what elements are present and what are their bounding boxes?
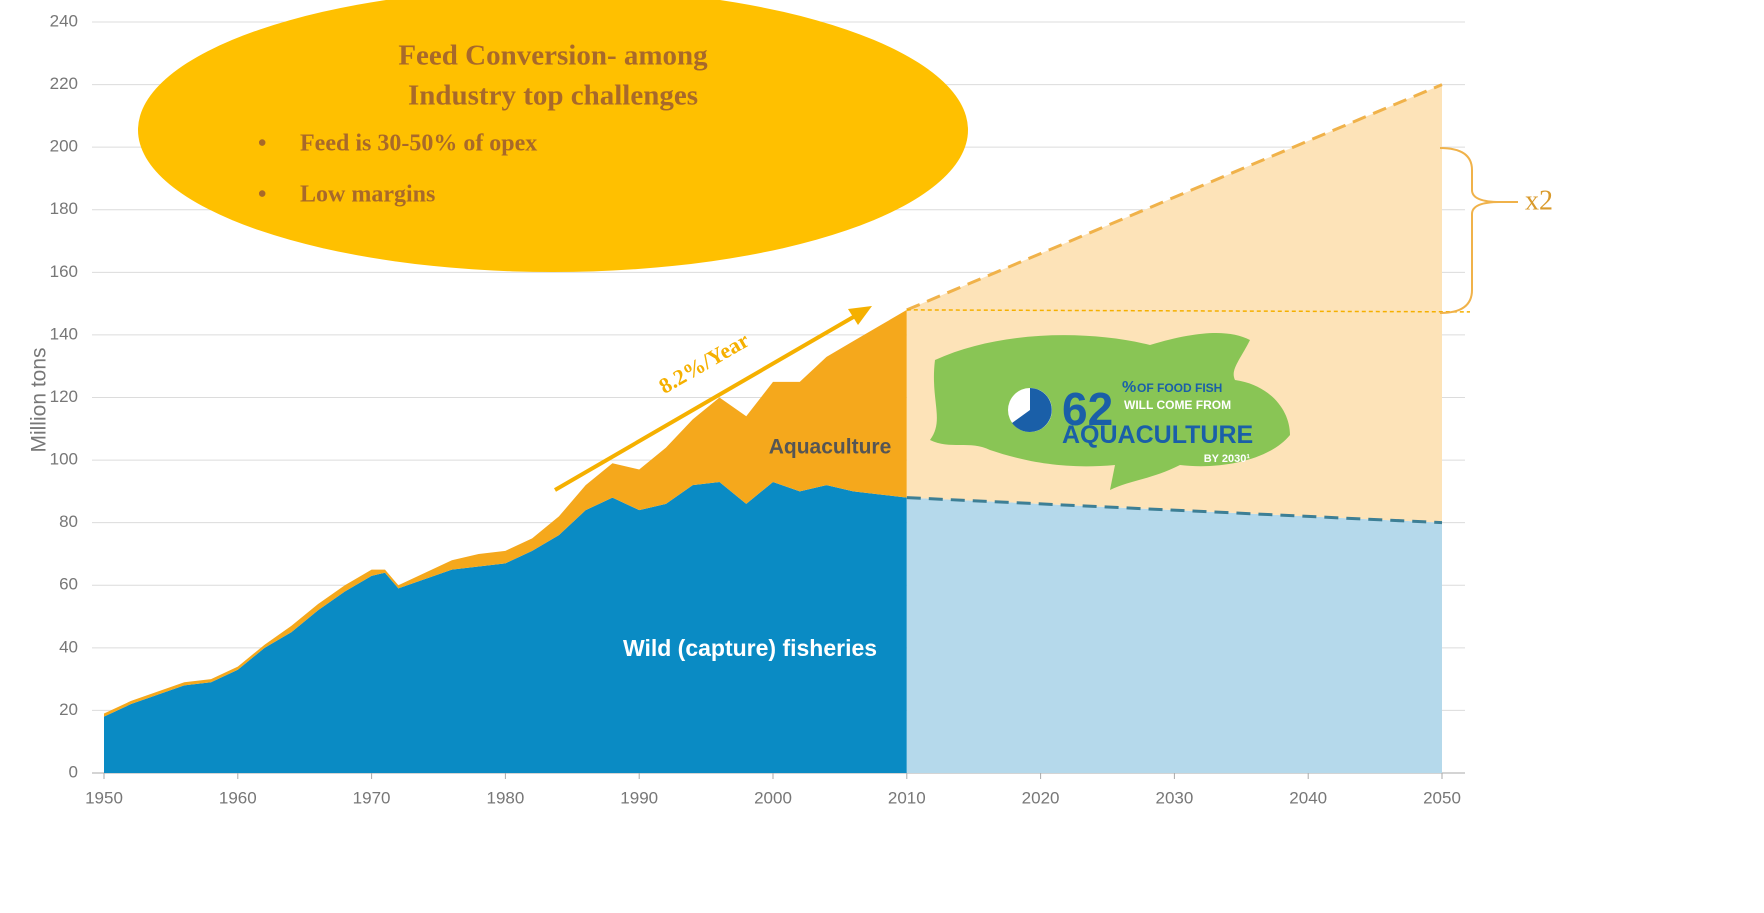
- x-tick-label: 1960: [219, 788, 257, 807]
- x-tick-label: 1980: [486, 788, 524, 807]
- arrow-head: [848, 306, 872, 325]
- x-tick-label: 2000: [754, 788, 792, 807]
- y-tick-label: 80: [59, 512, 78, 531]
- area: [104, 309, 907, 717]
- callout-bullet: Feed is 30-50% of opex: [300, 131, 537, 157]
- y-axis-label: Million tons: [28, 347, 51, 452]
- x-tick-label: 1950: [85, 788, 123, 807]
- level-line: [906, 309, 1471, 313]
- forecast-area: [906, 497, 1442, 773]
- bullet: •: [258, 131, 266, 157]
- y-tick-label: 60: [59, 575, 78, 594]
- callout-bullet: Low margins: [300, 182, 435, 208]
- forecast-line: [906, 83, 1443, 312]
- y-tick-label: 40: [59, 637, 78, 656]
- y-tick-label: 200: [50, 137, 78, 156]
- callout-title: Industry top challenges: [408, 80, 698, 112]
- x-tick-label: 2040: [1289, 788, 1327, 807]
- y-tick-label: 100: [50, 450, 78, 469]
- y-tick-label: 220: [50, 74, 78, 93]
- fish-line2: WILL COME FROM: [1124, 398, 1231, 412]
- callout-ellipse: [138, 0, 968, 272]
- y-tick-label: 120: [50, 387, 78, 406]
- area: [104, 481, 907, 773]
- fish-line4: BY 2030¹: [1204, 453, 1251, 465]
- multiplier-label: x2: [1525, 185, 1553, 216]
- y-tick-label: 20: [59, 700, 78, 719]
- x-tick-label: 2020: [1022, 788, 1060, 807]
- growth-label: 8.2%/Year: [654, 327, 753, 399]
- forecast-line: [906, 496, 1443, 525]
- x-tick-label: 2050: [1423, 788, 1461, 807]
- areas: Aquaculture Wild (capture) fisheries: [104, 83, 1471, 773]
- series-label: Aquaculture: [769, 436, 892, 459]
- bullet: •: [258, 182, 266, 208]
- x-tick-label: 1990: [620, 788, 658, 807]
- y-tick-label: 140: [50, 324, 78, 343]
- growth-arrow: [553, 310, 864, 492]
- y-tick-label: 240: [50, 11, 78, 30]
- fish-plate-slice: [1012, 388, 1052, 432]
- x-tick-label: 2010: [888, 788, 926, 807]
- brace: [1439, 147, 1501, 314]
- series-label: Wild (capture) fisheries: [623, 635, 877, 661]
- callout-title: Feed Conversion- among: [398, 40, 708, 72]
- fish-line3: AQUACULTURE: [1062, 421, 1253, 449]
- y-tick-label: 0: [69, 762, 78, 781]
- fish-shape: [930, 333, 1290, 490]
- fish-percent: %: [1122, 379, 1136, 396]
- fish-number: 62: [1062, 383, 1113, 435]
- x-tick-label: 1970: [353, 788, 391, 807]
- y-tick-label: 180: [50, 199, 78, 218]
- fish-callout: 62 % OF FOOD FISH WILL COME FROM AQUACUL…: [930, 333, 1290, 490]
- x-tick-label: 2030: [1155, 788, 1193, 807]
- fish-line1: OF FOOD FISH: [1137, 381, 1222, 395]
- y-tick-label: 160: [50, 262, 78, 281]
